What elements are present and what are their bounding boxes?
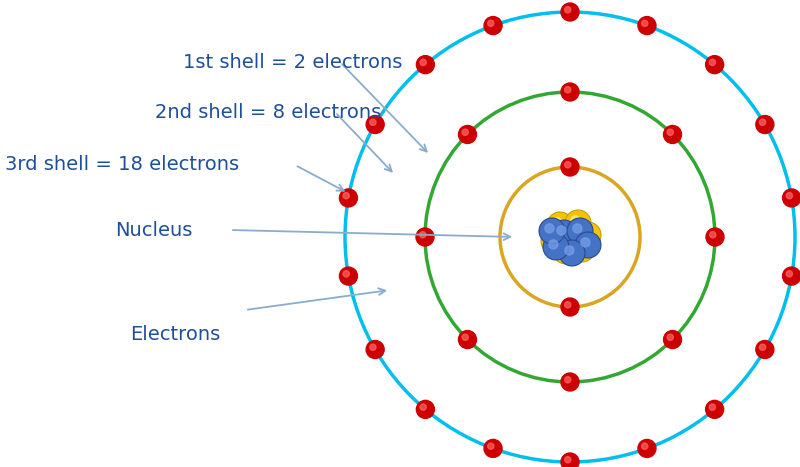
Circle shape (581, 238, 590, 247)
Text: Nucleus: Nucleus (115, 220, 192, 240)
Circle shape (488, 20, 494, 27)
Circle shape (565, 86, 571, 93)
Circle shape (343, 192, 350, 199)
Circle shape (642, 443, 648, 449)
Circle shape (488, 443, 494, 449)
Circle shape (581, 228, 590, 237)
Circle shape (561, 373, 579, 391)
Circle shape (756, 340, 774, 359)
Circle shape (370, 344, 376, 350)
Circle shape (416, 56, 434, 74)
Circle shape (706, 228, 724, 246)
FancyArrowPatch shape (342, 64, 426, 152)
Circle shape (366, 340, 384, 359)
Circle shape (484, 16, 502, 35)
Circle shape (561, 158, 579, 176)
Circle shape (462, 129, 468, 135)
Circle shape (420, 232, 426, 238)
Circle shape (706, 400, 724, 418)
Circle shape (366, 115, 384, 134)
Circle shape (575, 242, 584, 251)
Circle shape (663, 331, 682, 348)
Text: 2nd shell = 8 electrons: 2nd shell = 8 electrons (155, 102, 382, 121)
Circle shape (565, 302, 571, 308)
Circle shape (782, 189, 800, 207)
Circle shape (710, 404, 715, 410)
Circle shape (561, 3, 579, 21)
Circle shape (484, 439, 502, 458)
Text: Electrons: Electrons (130, 325, 220, 345)
Circle shape (786, 192, 793, 199)
Circle shape (458, 126, 477, 143)
Circle shape (343, 271, 350, 277)
Circle shape (458, 331, 477, 348)
Circle shape (561, 298, 579, 316)
Circle shape (557, 226, 566, 235)
Circle shape (541, 228, 567, 254)
Circle shape (706, 56, 724, 74)
Circle shape (420, 59, 426, 65)
Circle shape (565, 7, 571, 13)
Circle shape (667, 334, 674, 340)
Circle shape (667, 129, 674, 135)
FancyArrowPatch shape (248, 288, 386, 310)
Circle shape (565, 162, 571, 168)
Circle shape (543, 234, 569, 260)
Circle shape (642, 20, 648, 27)
Circle shape (782, 267, 800, 285)
Text: 3rd shell = 18 electrons: 3rd shell = 18 electrons (5, 156, 239, 175)
Circle shape (571, 216, 580, 225)
Circle shape (462, 334, 468, 340)
Circle shape (539, 218, 565, 244)
Circle shape (549, 240, 558, 249)
Circle shape (561, 83, 579, 101)
Circle shape (638, 439, 656, 458)
Circle shape (416, 228, 434, 246)
Circle shape (565, 376, 571, 383)
Circle shape (545, 224, 554, 233)
Circle shape (551, 220, 577, 246)
FancyArrowPatch shape (233, 230, 510, 240)
Circle shape (559, 240, 585, 266)
Circle shape (786, 271, 793, 277)
Circle shape (339, 267, 358, 285)
Circle shape (547, 234, 556, 243)
Circle shape (370, 119, 376, 126)
Circle shape (575, 222, 601, 248)
Circle shape (416, 400, 434, 418)
Circle shape (575, 232, 601, 258)
Circle shape (567, 218, 593, 244)
Circle shape (573, 224, 582, 233)
Circle shape (339, 189, 358, 207)
Circle shape (569, 236, 595, 262)
Circle shape (547, 212, 573, 238)
Circle shape (553, 218, 562, 227)
Circle shape (565, 246, 574, 255)
Circle shape (565, 210, 591, 236)
Circle shape (565, 457, 571, 463)
Circle shape (710, 59, 715, 65)
Circle shape (710, 232, 716, 238)
Circle shape (638, 16, 656, 35)
Circle shape (553, 238, 579, 264)
Circle shape (663, 126, 682, 143)
Circle shape (759, 119, 766, 126)
Circle shape (759, 344, 766, 350)
Text: 1st shell = 2 electrons: 1st shell = 2 electrons (183, 52, 402, 71)
Circle shape (756, 115, 774, 134)
Circle shape (420, 404, 426, 410)
FancyArrowPatch shape (337, 114, 392, 171)
FancyArrowPatch shape (298, 166, 344, 191)
Circle shape (559, 244, 568, 253)
Circle shape (561, 453, 579, 467)
